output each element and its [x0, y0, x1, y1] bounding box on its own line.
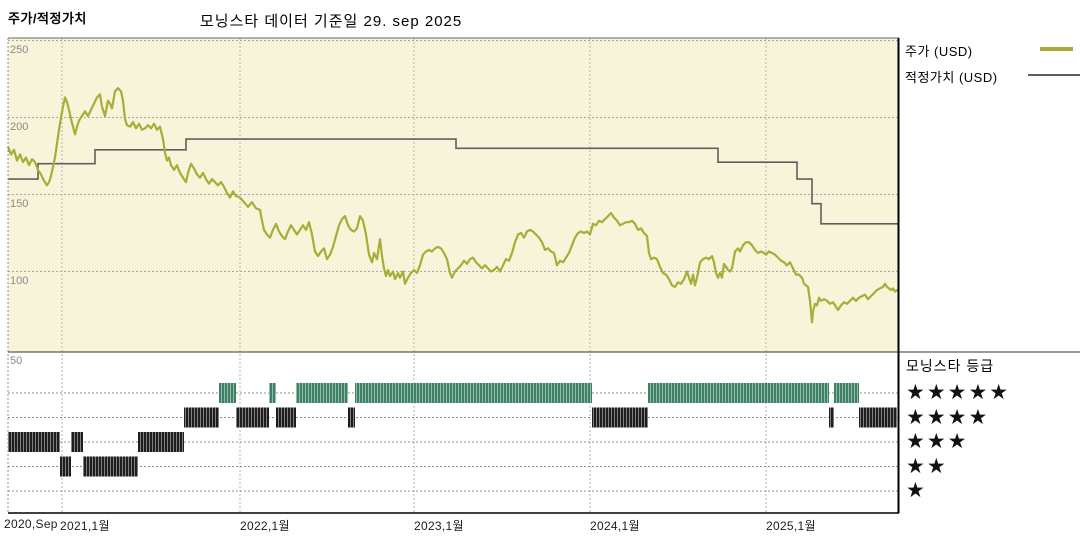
x-tick-2020-sep: 2020,Sep: [4, 517, 58, 531]
x-tick-2022-jan: 2022,1월: [240, 519, 290, 533]
star-row-4: ★★★★: [906, 405, 990, 429]
y-tick-250: 250: [10, 44, 29, 56]
star-row-1: ★: [906, 479, 927, 502]
x-tick-2023-jan: 2023,1월: [414, 519, 464, 533]
price-line-swatch: [1040, 47, 1073, 51]
y-tick-50: 50: [10, 355, 23, 367]
y-tick-100: 100: [10, 275, 29, 287]
page-title: 주가/적정가치: [8, 11, 87, 26]
y-tick-200: 200: [10, 121, 29, 133]
star-row-5: ★★★★★: [906, 381, 1011, 404]
fair-value-line-swatch: [1028, 74, 1080, 76]
chart-title: 모닝스타 데이터 기준일 29. sep 2025: [200, 13, 463, 30]
star-row-2: ★★: [906, 454, 948, 478]
x-tick-2025-jan: 2025,1월: [766, 519, 816, 533]
legend-fair-value-label: 적정가치 (USD): [905, 70, 998, 85]
x-tick-2024-jan: 2024,1월: [590, 519, 640, 533]
x-tick-2021-jan: 2021,1월: [60, 519, 110, 533]
y-tick-150: 150: [10, 198, 29, 210]
rating-panel-title: 모닝스타 등급: [906, 358, 995, 374]
star-row-3: ★★★: [906, 430, 969, 453]
legend-price-label: 주가 (USD): [905, 44, 973, 59]
